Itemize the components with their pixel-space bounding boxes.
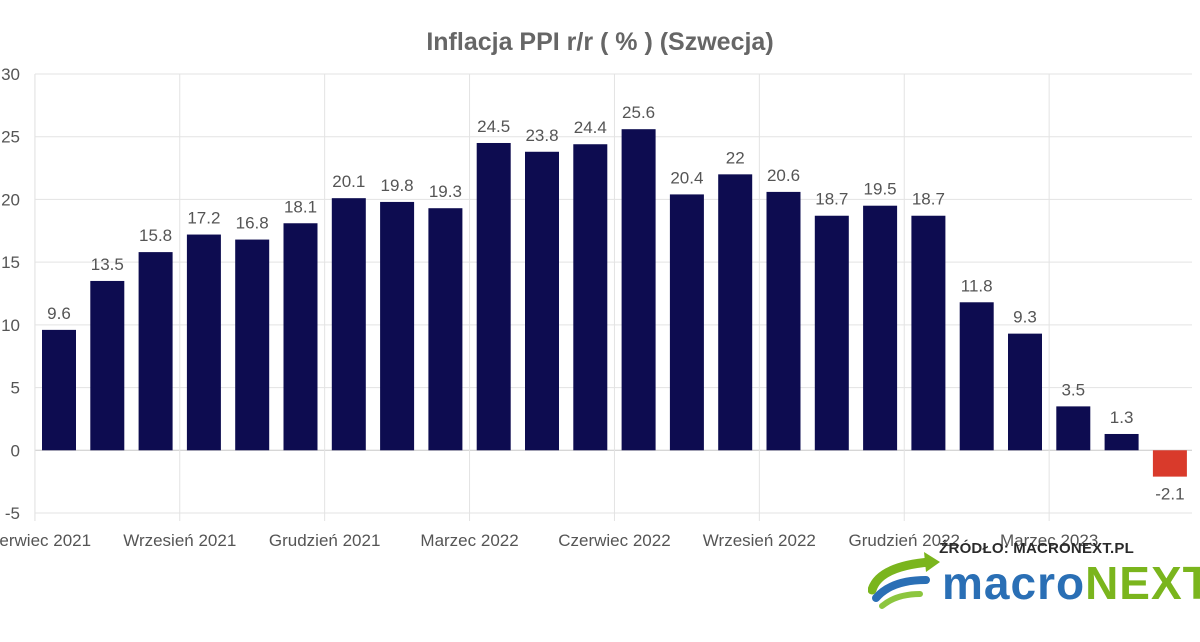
bar [621, 129, 656, 451]
data-label: 19.3 [429, 182, 462, 201]
data-label: 18.1 [284, 197, 317, 216]
data-label: 23.8 [525, 126, 558, 145]
brand-block: ŹRÓDŁO: MACRONEXT.PL macroNEXT [868, 540, 1200, 620]
bar [766, 191, 801, 451]
data-label: 13.5 [91, 255, 124, 274]
data-label: 19.5 [864, 180, 897, 199]
x-tick-label: Marzec 2023 [1000, 531, 1098, 550]
data-label: 9.6 [47, 304, 71, 323]
source-label: ŹRÓDŁO: MACRONEXT.PL [939, 540, 1134, 557]
bar [428, 208, 463, 451]
data-label: 15.8 [139, 226, 172, 245]
bar [959, 302, 994, 451]
bar [235, 239, 270, 451]
data-label: 22 [726, 148, 745, 167]
y-tick-label: 30 [1, 65, 20, 84]
data-label: 20.6 [767, 166, 800, 185]
bar [476, 142, 511, 451]
data-label: 16.8 [236, 214, 269, 233]
bar [1056, 406, 1091, 451]
data-label: 17.2 [187, 209, 220, 228]
data-label: 25.6 [622, 103, 655, 122]
brand-name-part1: macro [942, 557, 1086, 609]
data-label: 11.8 [961, 276, 993, 295]
bar [573, 144, 608, 451]
data-label: 20.1 [332, 172, 365, 191]
bar [283, 223, 318, 451]
data-label: 24.4 [574, 118, 607, 137]
data-label: 20.4 [670, 168, 703, 187]
bar [331, 198, 366, 451]
bar [1152, 450, 1187, 477]
y-tick-label: 10 [1, 316, 20, 335]
x-tick-label: Wrzesień 2021 [123, 531, 236, 550]
x-axis-ticks: Czerwiec 2021 Wrzesień 2021 Grudzień 2021 M… [0, 531, 1098, 550]
y-tick-label: 5 [11, 379, 20, 398]
data-label: 1.3 [1110, 408, 1134, 427]
bar [186, 234, 221, 451]
brand-name-part2: NEXT [1085, 557, 1200, 609]
bar [718, 174, 753, 451]
data-label: 3.5 [1061, 380, 1085, 399]
y-tick-label: 0 [11, 441, 20, 460]
y-tick-label: 15 [1, 253, 20, 272]
data-label: 18.7 [912, 190, 945, 209]
bar [90, 280, 125, 451]
x-tick-label: Grudzień 2021 [269, 531, 381, 550]
bar [911, 215, 946, 451]
data-label: 9.3 [1013, 308, 1037, 327]
bars [42, 129, 1187, 477]
data-label: -2.1 [1155, 485, 1184, 504]
data-labels: 9.6 13.5 15.8 17.2 16.8 18.1 20.1 19.8 19.3 24.5 2… [47, 103, 1184, 503]
y-tick-label: 20 [1, 190, 20, 209]
x-tick-label: Czerwiec 2022 [558, 531, 670, 550]
bar [1008, 333, 1042, 451]
chart-title: Inflacja PPI r/r ( % ) (Szwecja) [426, 28, 773, 56]
swoosh-arrow-logo-icon [868, 552, 940, 609]
bar [669, 194, 704, 451]
y-tick-label: -5 [5, 504, 20, 523]
bar [863, 205, 898, 451]
bar [1104, 433, 1139, 451]
data-label: 24.5 [477, 117, 510, 136]
gridlines [34, 73, 1192, 521]
x-tick-label: Wrzesień 2022 [703, 531, 816, 550]
x-tick-label: Marzec 2022 [420, 531, 518, 550]
bar [42, 329, 76, 451]
x-tick-label: Grudzień 2022 [848, 531, 960, 550]
bar [138, 252, 173, 451]
brand-name: macroNEXT [942, 560, 1200, 606]
bar [380, 201, 415, 451]
y-axis-ticks: 30 25 20 15 10 5 0 -5 [1, 65, 20, 523]
data-label: 19.8 [381, 176, 414, 195]
x-tick-label: Czerwiec 2021 [0, 531, 91, 550]
bar [525, 151, 559, 451]
y-tick-label: 25 [1, 128, 20, 147]
data-label: 18.7 [815, 190, 848, 209]
bar [814, 215, 849, 451]
